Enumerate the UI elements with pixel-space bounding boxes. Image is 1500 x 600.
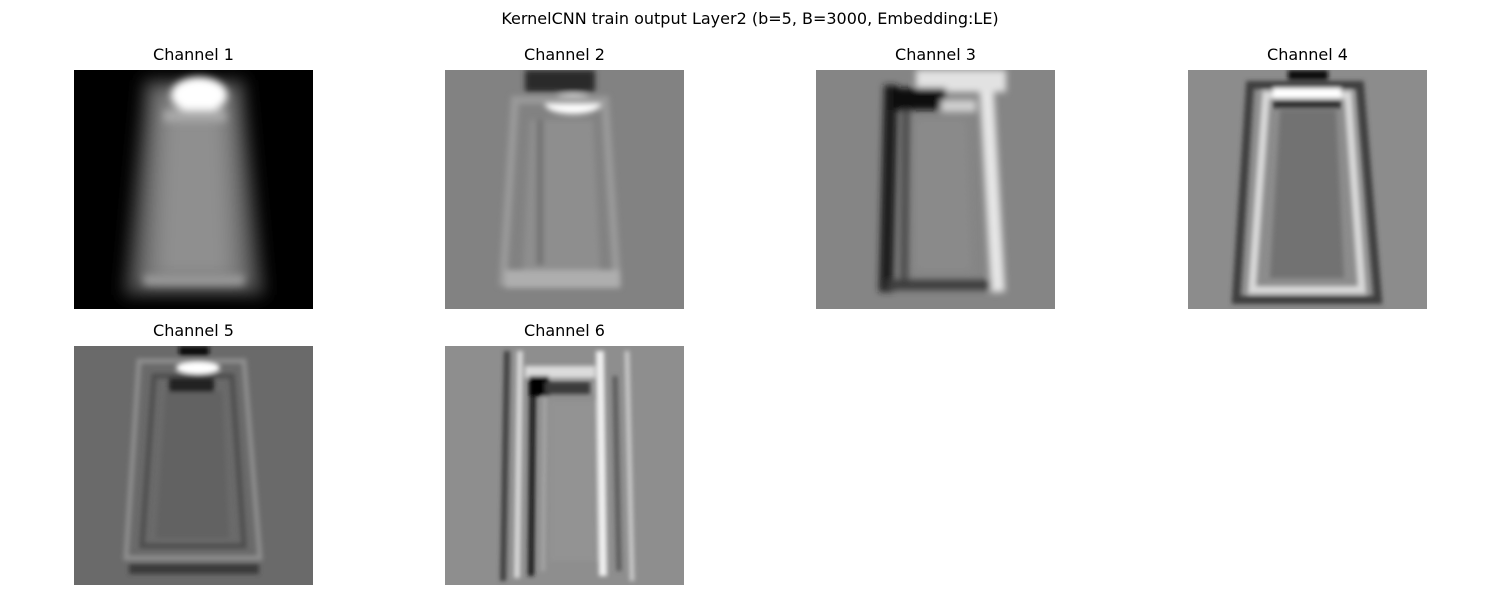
channel-5-panel: Channel 5 (74, 321, 313, 585)
channel-1-title: Channel 1 (153, 45, 234, 64)
figure-title: KernelCNN train output Layer2 (b=5, B=30… (501, 9, 999, 28)
channel-6-title: Channel 6 (524, 321, 605, 340)
channel-5-feature-map (74, 346, 313, 585)
channel-2-title: Channel 2 (524, 45, 605, 64)
channel-5-title: Channel 5 (153, 321, 234, 340)
channel-2-panel: Channel 2 (445, 45, 684, 309)
channel-1-feature-map (74, 70, 313, 309)
channel-6-panel: Channel 6 (445, 321, 684, 585)
channel-4-panel: Channel 4 (1188, 45, 1427, 309)
channel-3-panel: Channel 3 (816, 45, 1055, 309)
channel-3-feature-map (816, 70, 1055, 309)
channel-6-feature-map (445, 346, 684, 585)
channel-3-title: Channel 3 (895, 45, 976, 64)
channel-2-feature-map (445, 70, 684, 309)
channel-4-title: Channel 4 (1267, 45, 1348, 64)
channel-1-panel: Channel 1 (74, 45, 313, 309)
channel-4-feature-map (1188, 70, 1427, 309)
